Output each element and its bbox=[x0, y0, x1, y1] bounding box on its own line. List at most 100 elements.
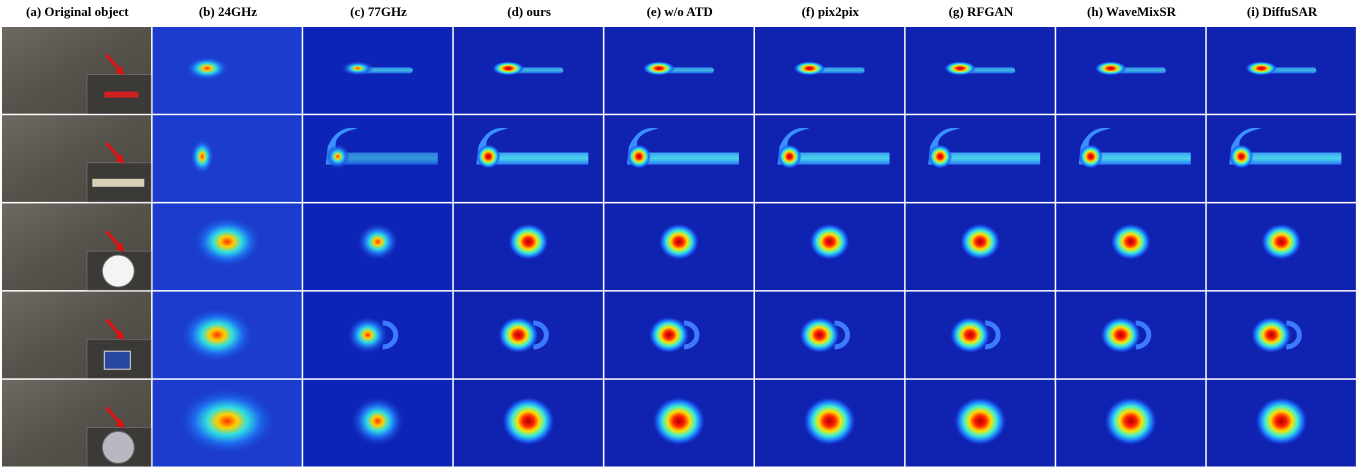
image-cell bbox=[604, 380, 753, 467]
heat-blob bbox=[1255, 397, 1307, 445]
heat-blob bbox=[944, 61, 976, 75]
heat-blob bbox=[1111, 224, 1151, 260]
object bbox=[92, 179, 144, 187]
image-cell bbox=[2, 380, 151, 467]
image-cell bbox=[755, 203, 904, 290]
heat-blob bbox=[627, 145, 651, 169]
heat-blob bbox=[190, 139, 214, 175]
image-cell bbox=[303, 27, 452, 114]
object bbox=[102, 255, 134, 287]
image-cell bbox=[906, 380, 1055, 467]
image-cell bbox=[755, 115, 904, 202]
image-cell bbox=[1056, 380, 1205, 467]
image-cell bbox=[604, 115, 753, 202]
image-cell bbox=[454, 203, 603, 290]
heat-blob bbox=[352, 397, 404, 445]
image-cell bbox=[454, 27, 603, 114]
heat-blob bbox=[177, 387, 277, 455]
handle bbox=[1241, 153, 1341, 165]
image-cell bbox=[604, 203, 753, 290]
handle bbox=[1091, 153, 1191, 165]
image-cell bbox=[1207, 380, 1356, 467]
image-cell bbox=[153, 292, 302, 379]
heat-blob bbox=[794, 61, 826, 75]
heat-blob bbox=[185, 56, 229, 80]
image-cell bbox=[1207, 27, 1356, 114]
handle bbox=[940, 153, 1040, 165]
figure: (a) Original object (b) 24GHz (c) 77GHz (d)… bbox=[0, 0, 1367, 470]
image-cell bbox=[153, 203, 302, 290]
image-cell bbox=[1207, 115, 1356, 202]
image-cell bbox=[1207, 292, 1356, 379]
handle bbox=[338, 153, 438, 165]
heat-blob bbox=[1101, 317, 1141, 353]
image-cell bbox=[906, 292, 1055, 379]
heat-blob bbox=[358, 224, 398, 260]
heat-blob bbox=[348, 317, 388, 353]
heat-blob bbox=[1229, 145, 1253, 169]
image-cell bbox=[2, 27, 151, 114]
heat-blob bbox=[954, 397, 1006, 445]
radar-image bbox=[153, 115, 302, 202]
heat-blob bbox=[653, 397, 705, 445]
heat-blob bbox=[1095, 61, 1127, 75]
handle bbox=[639, 153, 739, 165]
handle bbox=[790, 153, 890, 165]
image-cell bbox=[1207, 203, 1356, 290]
heat-blob bbox=[1261, 224, 1301, 260]
column-headers: (a) Original object (b) 24GHz (c) 77GHz (d)… bbox=[26, 4, 1318, 19]
column-header: (c) 77GHz bbox=[350, 4, 407, 19]
image-cell bbox=[454, 115, 603, 202]
column-header: (a) Original object bbox=[26, 4, 129, 19]
image-cell bbox=[303, 380, 452, 467]
image-cell bbox=[755, 27, 904, 114]
heat-blob bbox=[649, 317, 689, 353]
image-cell bbox=[755, 380, 904, 467]
image-cell bbox=[604, 27, 753, 114]
heat-blob bbox=[342, 61, 374, 75]
image-cell bbox=[906, 203, 1055, 290]
image-cell bbox=[153, 380, 302, 467]
image-cell bbox=[1056, 292, 1205, 379]
heat-blob bbox=[1251, 317, 1291, 353]
object bbox=[104, 351, 130, 369]
heat-blob bbox=[800, 317, 840, 353]
image-cell bbox=[906, 27, 1055, 114]
image-cell bbox=[153, 27, 302, 114]
heat-blob bbox=[950, 317, 990, 353]
column-header: (f) pix2pix bbox=[802, 4, 860, 19]
heat-blob bbox=[476, 145, 500, 169]
column-header: (e) w/o ATD bbox=[647, 4, 713, 19]
heat-blob bbox=[508, 224, 548, 260]
column-header: (g) RFGAN bbox=[949, 4, 1014, 19]
heat-blob bbox=[1245, 61, 1277, 75]
column-header: (b) 24GHz bbox=[199, 4, 257, 19]
heat-blob bbox=[192, 216, 262, 268]
image-grid bbox=[2, 27, 1356, 467]
image-cell bbox=[153, 115, 302, 202]
heat-blob bbox=[1105, 397, 1157, 445]
object bbox=[102, 431, 134, 463]
column-header: (i) DiffuSAR bbox=[1247, 4, 1318, 19]
image-cell bbox=[604, 292, 753, 379]
heat-blob bbox=[778, 145, 802, 169]
image-cell bbox=[2, 292, 151, 379]
image-cell bbox=[303, 292, 452, 379]
image-cell bbox=[303, 115, 452, 202]
image-cell bbox=[2, 203, 151, 290]
heat-blob bbox=[498, 317, 538, 353]
image-cell bbox=[1056, 115, 1205, 202]
heat-blob bbox=[492, 61, 524, 75]
heat-blob bbox=[326, 145, 350, 169]
heat-blob bbox=[179, 307, 255, 363]
object bbox=[104, 92, 138, 98]
heat-blob bbox=[928, 145, 952, 169]
image-cell bbox=[2, 115, 151, 202]
heat-blob bbox=[643, 61, 675, 75]
image-cell bbox=[454, 292, 603, 379]
heat-blob bbox=[502, 397, 554, 445]
image-cell bbox=[303, 203, 452, 290]
heat-blob bbox=[810, 224, 850, 260]
column-header: (d) ours bbox=[507, 4, 551, 19]
column-header: (h) WaveMixSR bbox=[1087, 4, 1177, 19]
